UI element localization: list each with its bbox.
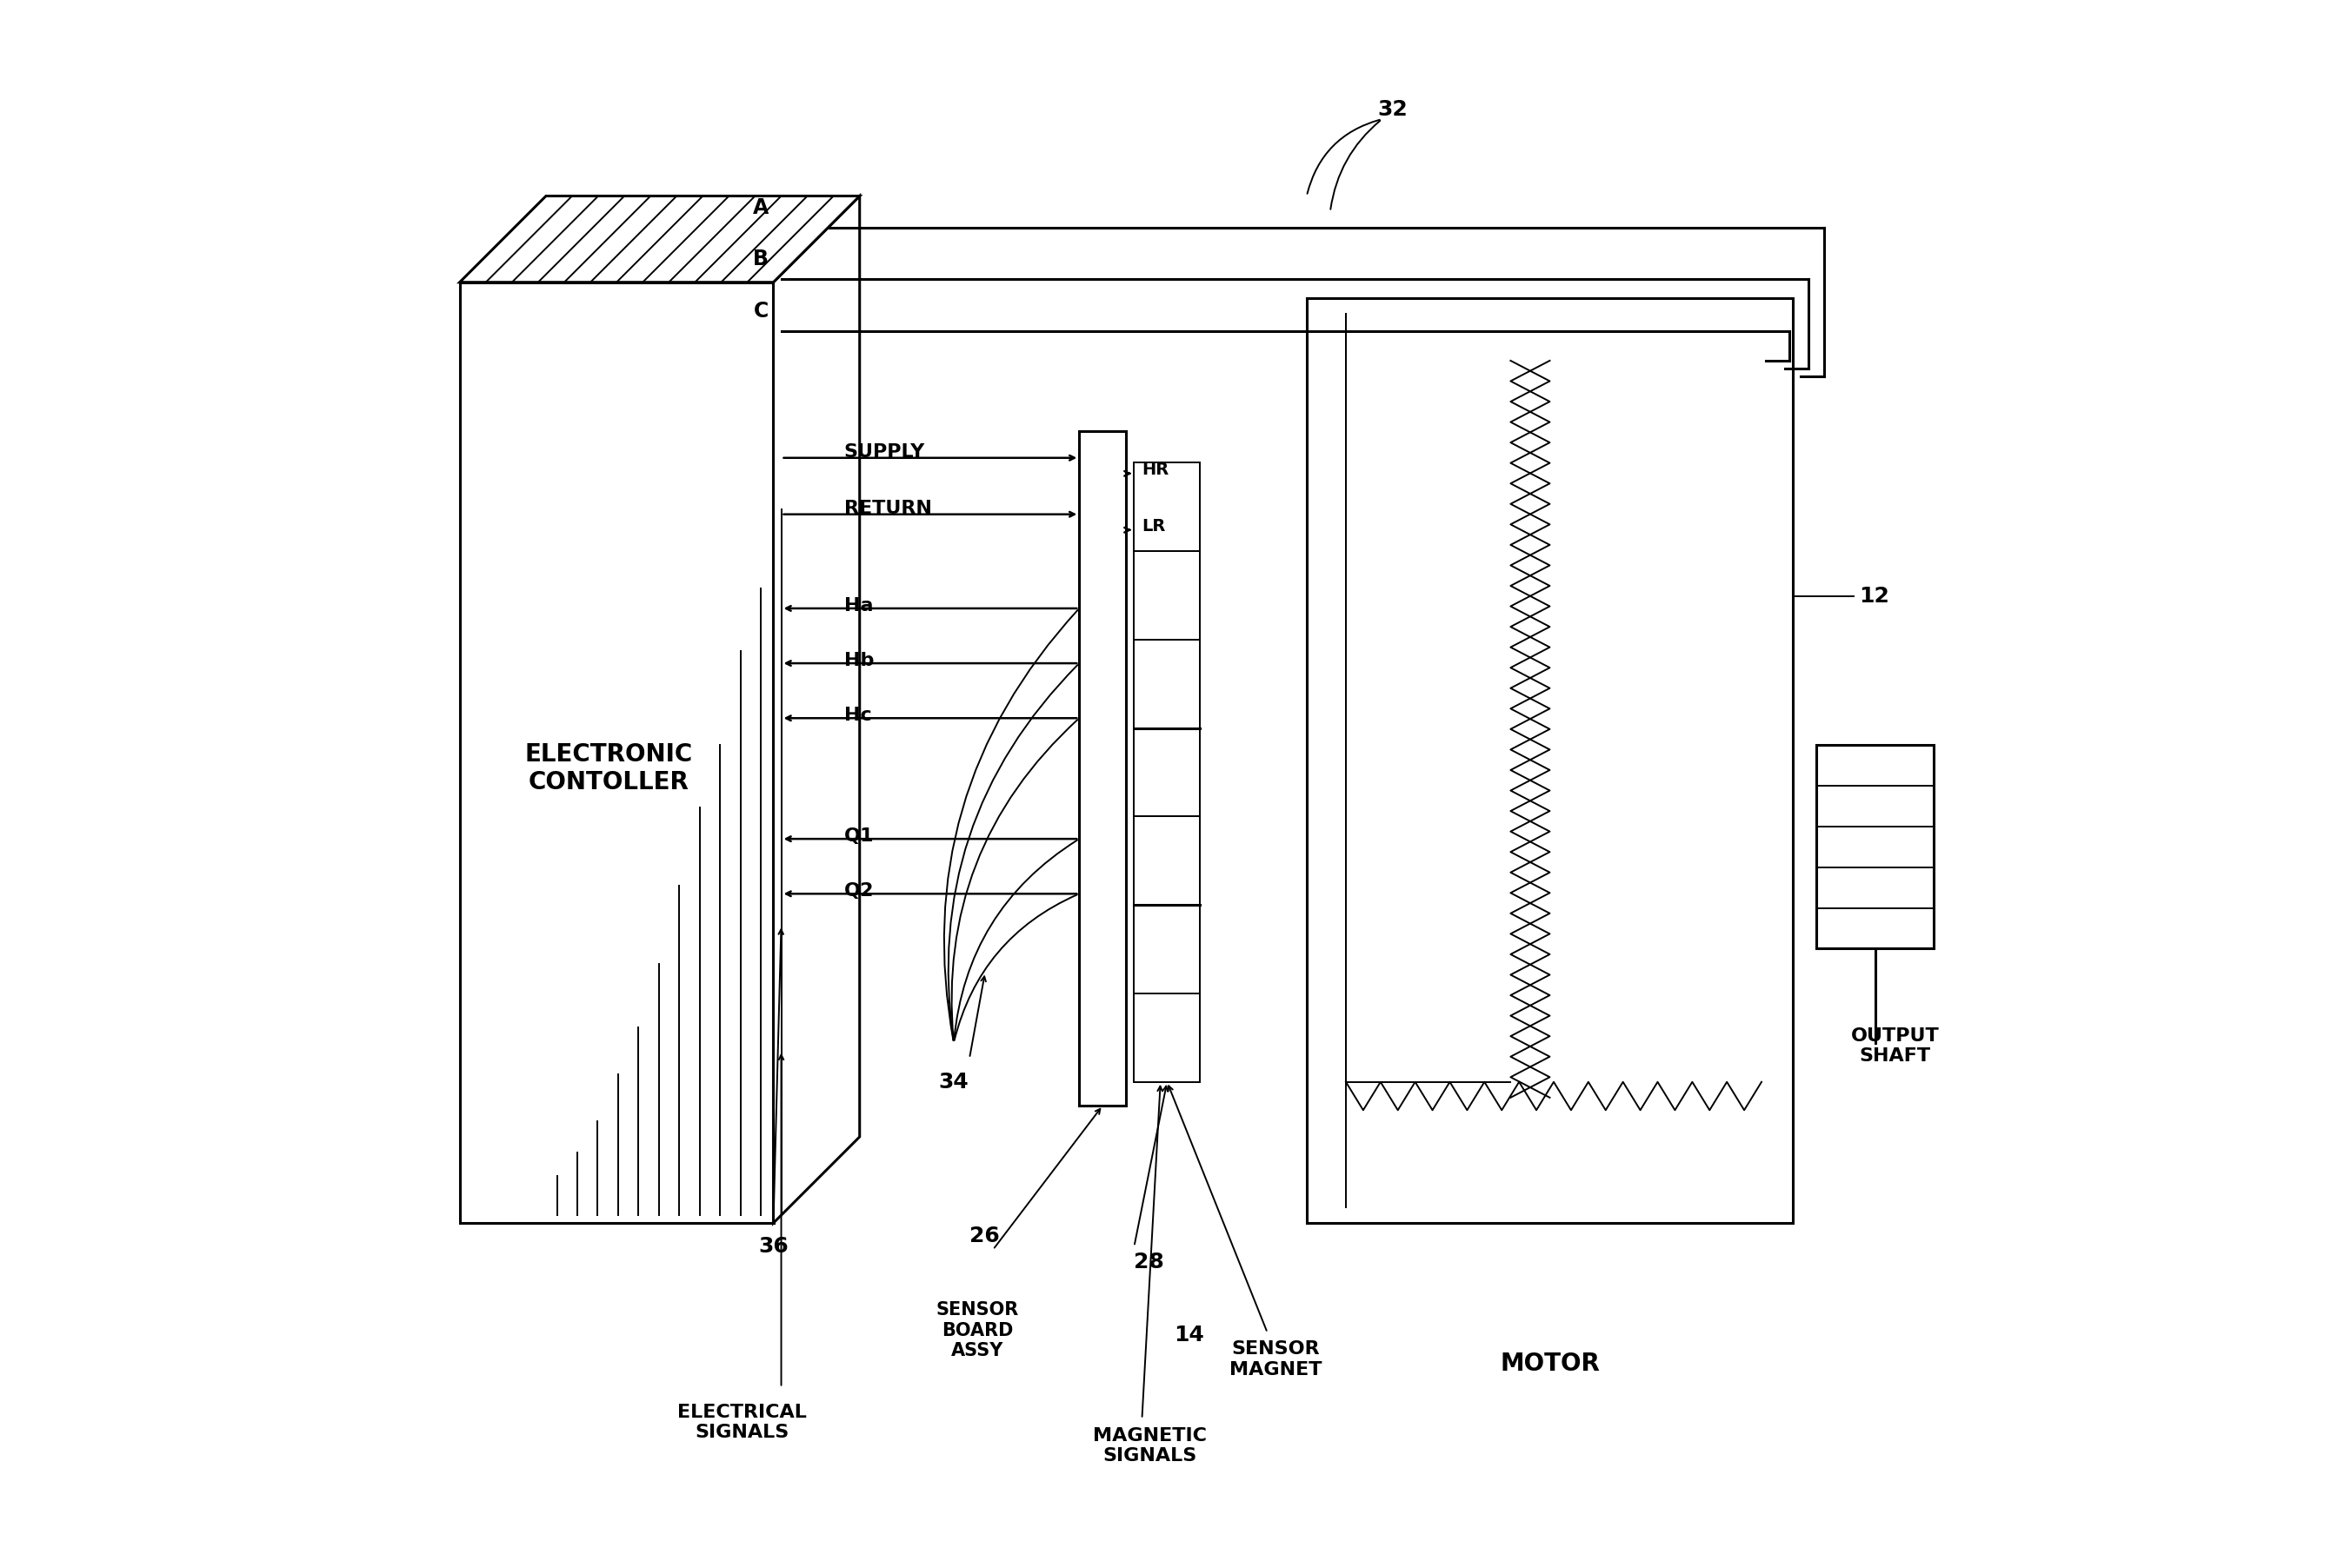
Text: C: C <box>753 301 769 321</box>
Text: OUTPUT
SHAFT: OUTPUT SHAFT <box>1851 1027 1939 1065</box>
Text: MAGNETIC
SIGNALS: MAGNETIC SIGNALS <box>1093 1427 1207 1465</box>
Bar <box>1079 431 1126 1105</box>
Text: Q1: Q1 <box>844 828 874 845</box>
Text: 26: 26 <box>970 1226 1000 1247</box>
Text: Q2: Q2 <box>844 883 874 900</box>
Text: HR: HR <box>1142 461 1170 478</box>
Text: Hb: Hb <box>844 652 874 670</box>
Text: Hc: Hc <box>844 707 872 724</box>
Bar <box>1135 550 1200 640</box>
Text: 14: 14 <box>1175 1325 1205 1345</box>
Text: 28: 28 <box>1135 1251 1166 1273</box>
Bar <box>1135 817 1200 905</box>
Bar <box>1308 298 1793 1223</box>
Text: RETURN: RETURN <box>844 500 932 517</box>
Text: ELECTRONIC
CONTOLLER: ELECTRONIC CONTOLLER <box>524 742 692 795</box>
Polygon shape <box>774 196 860 1223</box>
Text: B: B <box>753 249 769 270</box>
Text: ELECTRICAL
SIGNALS: ELECTRICAL SIGNALS <box>678 1403 807 1441</box>
Bar <box>1135 728 1200 817</box>
Text: SENSOR
BOARD
ASSY: SENSOR BOARD ASSY <box>935 1301 1019 1359</box>
Text: 12: 12 <box>1858 585 1888 607</box>
Text: 34: 34 <box>939 1071 970 1093</box>
Text: 32: 32 <box>1378 99 1408 121</box>
Text: MOTOR: MOTOR <box>1499 1352 1599 1377</box>
Bar <box>459 282 774 1223</box>
Bar <box>1135 994 1200 1082</box>
Text: 36: 36 <box>758 1236 788 1258</box>
Text: SUPPLY: SUPPLY <box>844 444 925 461</box>
Bar <box>1135 905 1200 994</box>
Text: SENSOR
MAGNET: SENSOR MAGNET <box>1228 1341 1322 1378</box>
Polygon shape <box>459 196 860 282</box>
Bar <box>1135 463 1200 550</box>
Bar <box>1816 745 1935 949</box>
Text: Ha: Ha <box>844 597 874 615</box>
Bar <box>1135 640 1200 728</box>
Text: A: A <box>753 198 769 218</box>
Text: LR: LR <box>1142 517 1166 535</box>
